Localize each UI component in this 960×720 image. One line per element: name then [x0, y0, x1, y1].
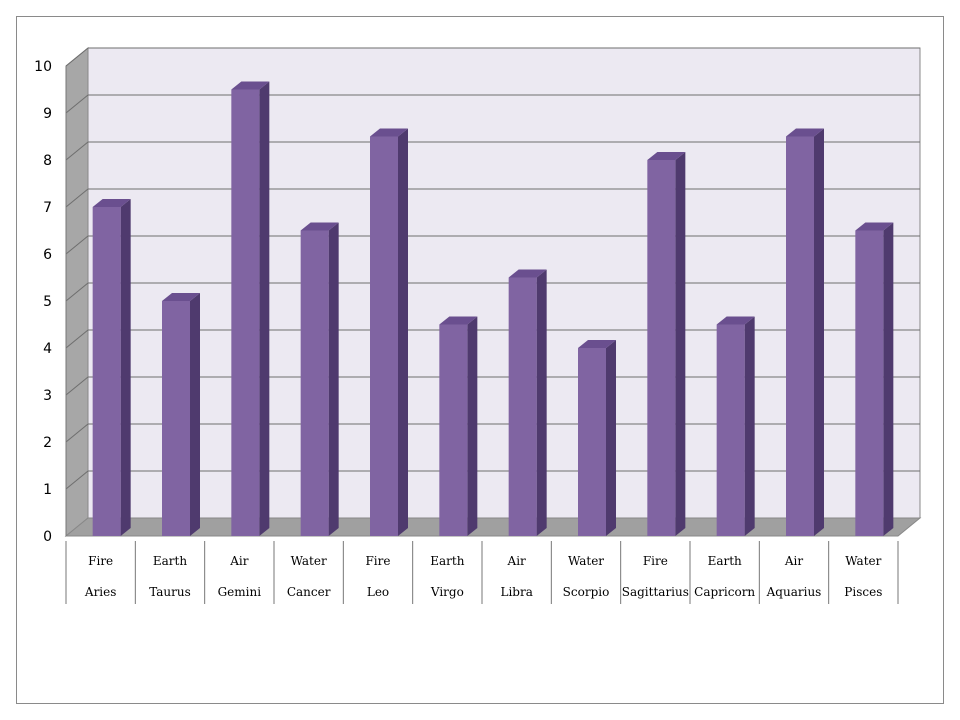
gridline-side: [65, 376, 89, 396]
gridline-side: [65, 47, 89, 67]
gridline-side: [65, 141, 89, 161]
y-tick-label: 5: [43, 294, 52, 310]
category-element-label: Fire: [88, 554, 113, 568]
y-tick-label: 6: [43, 247, 52, 263]
category-element-label: Air: [784, 554, 804, 568]
bar-top: [578, 340, 616, 348]
gridline-side: [65, 329, 89, 349]
category-sign-label: Taurus: [149, 585, 191, 599]
bar: [786, 136, 814, 536]
bar-top: [855, 222, 894, 231]
bar: [578, 348, 606, 536]
bar-top: [508, 269, 547, 278]
bar-top: [647, 152, 686, 160]
category-element-label: Fire: [365, 554, 390, 568]
category-sign-label: Virgo: [430, 585, 464, 599]
gridline-side: [65, 94, 89, 114]
category-element-label: Earth: [708, 554, 742, 568]
bar-side: [190, 293, 200, 536]
y-tick-label: 8: [43, 153, 52, 169]
bar-top: [786, 128, 824, 137]
bar: [439, 324, 468, 536]
category-element-label: Water: [291, 554, 327, 568]
bar: [508, 277, 537, 536]
bar-side: [606, 340, 616, 536]
category-sign-label: Libra: [500, 585, 532, 599]
bar-side: [467, 316, 478, 536]
bar: [231, 89, 260, 536]
category-element-label: Water: [845, 554, 881, 568]
bar-side: [744, 316, 755, 536]
category-sign-label: Scorpio: [563, 585, 610, 599]
category-sign-label: Pisces: [844, 585, 882, 599]
bar-side: [814, 128, 824, 536]
gridline-side: [65, 188, 89, 208]
bar-side: [883, 222, 894, 536]
category-element-label: Air: [229, 554, 249, 568]
bar-side: [398, 128, 408, 536]
category-sign-label: Aquarius: [766, 585, 822, 599]
bar: [92, 207, 121, 536]
y-tick-label: 0: [43, 529, 52, 545]
bar-side: [259, 81, 270, 536]
category-sign-label: Leo: [367, 585, 389, 599]
category-element-label: Air: [507, 554, 527, 568]
bar: [300, 230, 329, 536]
bar-top: [300, 222, 339, 231]
bar: [162, 301, 190, 536]
category-sign-label: Sagittarius: [622, 585, 689, 599]
gridline-side: [65, 470, 89, 490]
gridline-side: [65, 235, 89, 255]
y-tick-label: 7: [43, 200, 52, 216]
y-tick-label: 3: [43, 388, 52, 404]
bar-top: [231, 81, 270, 90]
y-tick-label: 9: [43, 106, 52, 122]
gridline-side: [65, 282, 89, 302]
gridline-side: [65, 423, 89, 443]
category-element-label: Fire: [643, 554, 668, 568]
category-sign-label: Aries: [84, 585, 117, 599]
bar: [855, 230, 884, 536]
bar-top: [162, 293, 200, 301]
bar: [370, 136, 398, 536]
bar: [716, 324, 745, 536]
y-tick-label: 1: [43, 482, 52, 498]
category-element-label: Water: [568, 554, 604, 568]
y-tick-label: 4: [43, 341, 52, 357]
bar-side: [120, 199, 131, 536]
floor: [64, 517, 922, 537]
bar-side: [328, 222, 339, 536]
category-sign-label: Capricorn: [694, 585, 755, 599]
bar-top: [439, 316, 478, 325]
y-tick-label: 10: [34, 59, 52, 75]
category-sign-label: Gemini: [218, 585, 262, 599]
bar-top: [716, 316, 755, 325]
bar-side: [675, 152, 686, 536]
y-tick-label: 2: [43, 435, 52, 451]
category-sign-label: Cancer: [287, 585, 331, 599]
bar: [647, 160, 676, 536]
bar-side: [536, 269, 547, 536]
category-element-label: Earth: [153, 554, 187, 568]
bar-top: [92, 199, 131, 207]
category-element-label: Earth: [430, 554, 464, 568]
bar-top: [370, 128, 408, 137]
